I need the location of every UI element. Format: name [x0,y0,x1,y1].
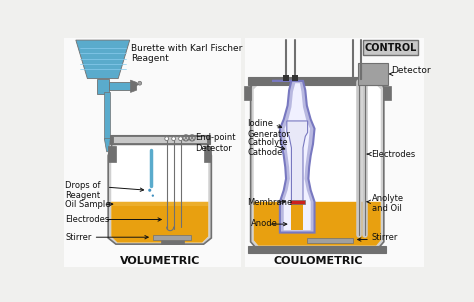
Polygon shape [275,83,310,230]
Bar [290,200,305,204]
Polygon shape [272,81,315,233]
Text: Burette with Karl Fischer
Reagent: Burette with Karl Fischer Reagent [131,44,243,63]
Polygon shape [254,202,381,246]
Bar [248,77,386,85]
Bar [358,63,388,85]
Bar [283,75,289,81]
Text: End-point
Detector: End-point Detector [195,133,236,153]
Bar [153,235,191,240]
Text: Oil Sample: Oil Sample [65,200,110,209]
Polygon shape [111,202,208,206]
Text: Stirrer: Stirrer [372,233,398,242]
Bar [97,79,109,94]
Circle shape [138,81,142,85]
Bar [104,92,110,139]
Circle shape [179,137,182,140]
Text: Membrane: Membrane [247,198,293,207]
Text: Iodine
Generator: Iodine Generator [247,119,291,139]
Bar [307,238,353,243]
Text: Catholyte
Cathode: Catholyte Cathode [247,138,288,157]
Bar [161,240,183,244]
Bar [292,75,298,81]
Bar [113,136,207,143]
Circle shape [172,137,175,140]
Text: Electrodes: Electrodes [65,215,109,224]
Bar [363,40,419,56]
Text: CONTROL: CONTROL [365,43,417,53]
Polygon shape [292,204,303,230]
Bar [64,38,241,267]
Bar [244,86,251,100]
Text: VOLUMETRIC: VOLUMETRIC [119,256,200,266]
Polygon shape [254,82,381,246]
Polygon shape [111,202,208,243]
Polygon shape [130,80,137,92]
Text: Stirrer: Stirrer [65,233,91,242]
Polygon shape [76,40,130,79]
Polygon shape [108,144,211,244]
Text: Electrodes: Electrodes [372,150,416,159]
Circle shape [148,189,151,192]
Bar [109,135,210,144]
Polygon shape [111,146,208,243]
Text: Anode: Anode [251,220,278,229]
Bar [109,82,132,90]
Text: Drops of
Reagent: Drops of Reagent [65,181,100,201]
Bar [248,246,386,253]
Bar [204,146,211,162]
Text: COULOMETRIC: COULOMETRIC [273,256,363,266]
Polygon shape [287,121,308,202]
Text: Detector: Detector [392,66,431,75]
Circle shape [152,194,154,197]
Circle shape [165,137,169,140]
Text: Anolyte
and Oil: Anolyte and Oil [372,194,404,214]
Bar [108,146,116,162]
Polygon shape [251,79,384,248]
Bar [383,86,391,100]
Bar [245,38,424,267]
Polygon shape [104,139,110,152]
